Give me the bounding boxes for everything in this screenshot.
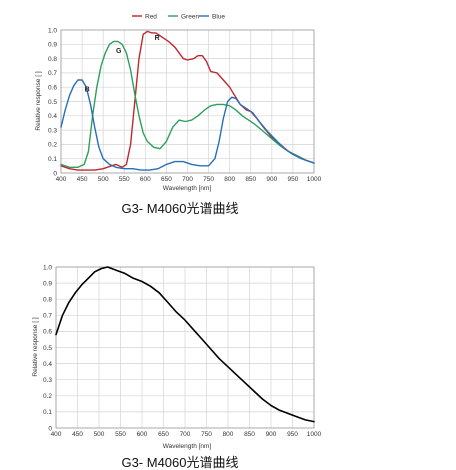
y-tick-label: 0.8	[43, 297, 52, 304]
chart2-caption: G3- M4060光谱曲线	[121, 455, 238, 470]
x-tick-label: 650	[158, 431, 169, 438]
y-tick-label: 0.1	[43, 409, 52, 416]
x-tick-label: 400	[56, 176, 67, 183]
y-tick-label: 1.0	[43, 264, 52, 271]
chart1-x-ticks: 400 450 500 550 600 650 700 750 800 850 900 950 1000	[56, 176, 322, 183]
chart1-x-axis-title: Wavelength [nm]	[163, 185, 212, 192]
y-tick-label: 0	[48, 425, 52, 432]
chart2-plot-frame	[55, 266, 315, 429]
legend-label-red: Red	[145, 13, 157, 20]
blue-series-line	[60, 79, 315, 171]
x-tick-label: 1000	[307, 176, 322, 183]
chart2-x-ticks: 400 450 500 550 600 650 700 750 800 850 900 950 1000	[51, 431, 322, 438]
mono-spectral-chart: 0 0.1 0.2 0.3 0.4 0.5 0.6 0.7 0.8 0.9 1.0 400 450 50…	[32, 264, 322, 470]
y-tick-label: 0.3	[43, 377, 52, 384]
y-tick-label: 0.6	[48, 85, 57, 92]
chart1-annotations: B G R	[85, 35, 160, 93]
chart1-plot-frame	[60, 29, 315, 174]
x-tick-label: 600	[137, 431, 148, 438]
chart2-y-axis-title: Relative response [ ]	[32, 317, 39, 376]
x-tick-label: 850	[245, 176, 256, 183]
response-series-line	[55, 266, 315, 423]
chart1-series-group	[60, 30, 315, 171]
y-tick-label: 0	[53, 170, 57, 177]
x-tick-label: 500	[98, 176, 109, 183]
rgb-spectral-chart: 0 0.1 0.2 0.3 0.4 0.5 0.6 0.7 0.8 0.9 1.0 400 450 50…	[35, 13, 322, 216]
y-tick-label: 0.5	[43, 345, 52, 352]
x-tick-label: 750	[203, 176, 214, 183]
y-tick-label: 0.2	[48, 142, 57, 149]
x-tick-label: 450	[77, 176, 88, 183]
curve-annotation-r: R	[155, 35, 160, 42]
chart2-grid	[55, 266, 315, 429]
x-tick-label: 700	[182, 176, 193, 183]
chart1-grid	[60, 29, 315, 174]
x-tick-label: 450	[72, 431, 83, 438]
y-tick-label: 0.7	[43, 313, 52, 320]
curve-annotation-b: B	[85, 86, 90, 93]
y-tick-label: 0.5	[48, 99, 57, 106]
x-tick-label: 900	[266, 176, 277, 183]
chart1-y-ticks: 0 0.1 0.2 0.3 0.4 0.5 0.6 0.7 0.8 0.9 1.0	[48, 27, 57, 177]
legend-label-blue: Blue	[212, 13, 225, 20]
y-tick-label: 0.1	[48, 156, 57, 163]
y-tick-label: 0.2	[43, 393, 52, 400]
y-tick-label: 0.4	[48, 113, 57, 120]
x-tick-label: 550	[119, 176, 130, 183]
x-tick-label: 400	[51, 431, 62, 438]
y-tick-label: 0.3	[48, 127, 57, 134]
x-tick-label: 800	[223, 431, 234, 438]
y-tick-label: 0.4	[43, 361, 52, 368]
chart1-legend: Red Green Blue	[132, 13, 225, 20]
x-tick-label: 850	[244, 431, 255, 438]
x-tick-label: 700	[180, 431, 191, 438]
y-tick-label: 0.8	[48, 56, 57, 63]
legend-label-green: Green	[181, 13, 199, 20]
y-tick-label: 0.7	[48, 70, 57, 77]
x-tick-label: 950	[287, 176, 298, 183]
x-tick-label: 650	[161, 176, 172, 183]
x-tick-label: 900	[266, 431, 277, 438]
x-tick-label: 550	[115, 431, 126, 438]
x-tick-label: 950	[287, 431, 298, 438]
y-tick-label: 0.9	[43, 280, 52, 287]
x-tick-label: 600	[140, 176, 151, 183]
x-tick-label: 750	[201, 431, 212, 438]
y-tick-label: 0.9	[48, 42, 57, 49]
y-tick-label: 1.0	[48, 27, 57, 34]
x-tick-label: 800	[224, 176, 235, 183]
x-tick-label: 1000	[307, 431, 322, 438]
curve-annotation-g: G	[116, 48, 122, 55]
x-tick-label: 500	[94, 431, 105, 438]
chart2-x-axis-title: Wavelength [nm]	[163, 443, 212, 450]
green-series-line	[60, 40, 315, 168]
chart1-caption: G3- M4060光谱曲线	[121, 201, 238, 216]
y-tick-label: 0.6	[43, 329, 52, 336]
chart1-y-axis-title: Relative response [ ]	[35, 71, 42, 130]
chart2-y-ticks: 0 0.1 0.2 0.3 0.4 0.5 0.6 0.7 0.8 0.9 1.0	[43, 264, 52, 432]
chart2-series-group	[55, 266, 315, 423]
